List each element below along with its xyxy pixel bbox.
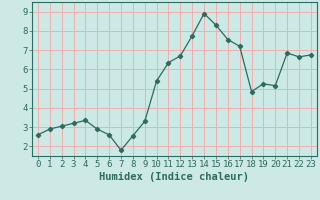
- X-axis label: Humidex (Indice chaleur): Humidex (Indice chaleur): [100, 172, 249, 182]
